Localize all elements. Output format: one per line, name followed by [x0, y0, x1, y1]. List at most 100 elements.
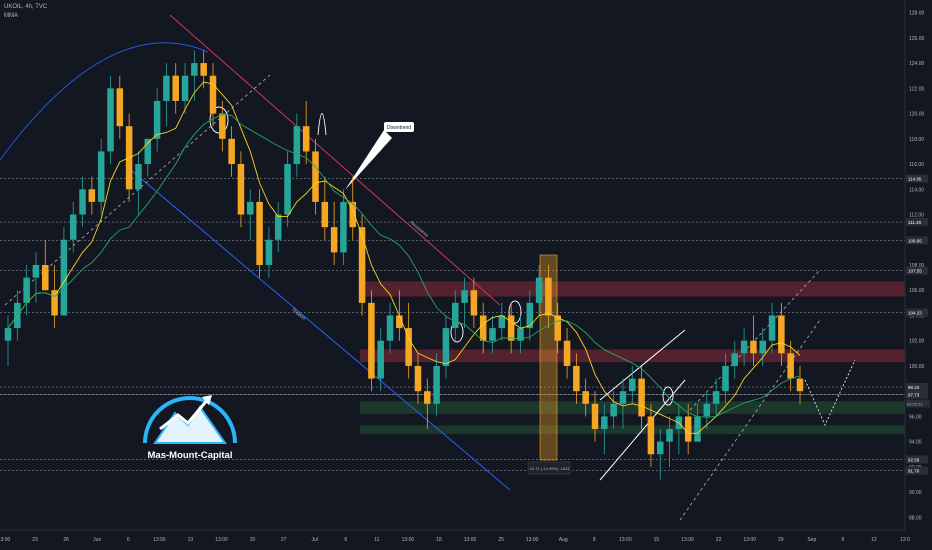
candle-body	[610, 403, 617, 417]
dashed-channel-lower	[679, 319, 821, 521]
candle-body	[42, 265, 49, 291]
candle-body	[535, 277, 543, 303]
candle-body	[97, 151, 105, 202]
brand-logo: Mas-Mount-Capital	[120, 385, 260, 465]
zone-support-lower	[360, 425, 905, 435]
price-level-label: 114.85	[908, 177, 922, 182]
x-tick-label: 29	[778, 537, 784, 543]
x-tick-label: 13:00	[464, 537, 477, 543]
callout-box	[384, 122, 414, 132]
candle-body	[116, 88, 124, 127]
x-tick-label: 13:00	[215, 537, 228, 543]
countdown-label: 02:20:31	[907, 402, 923, 407]
candle-body	[731, 353, 739, 366]
candle-body	[69, 214, 77, 240]
circle-marker-3	[508, 300, 522, 324]
x-tick-label: 20	[250, 537, 256, 543]
candle-body	[442, 328, 450, 366]
x-tick-label: 6	[127, 537, 130, 543]
time-axis: 13:00 23 26 Jun 6 13:00 13 13:00 20 27 Jul 6 11 13:00…	[0, 529, 910, 543]
candle-body	[209, 75, 217, 114]
candle-body	[563, 340, 571, 366]
price-level-tag	[906, 236, 928, 245]
x-tick-label: 11	[374, 537, 379, 543]
candle-body	[284, 164, 291, 215]
candle-body	[703, 403, 711, 417]
x-tick-label: 13:00	[153, 537, 166, 543]
y-tick-label: 126.00	[909, 36, 925, 42]
candle-body	[666, 429, 673, 442]
x-tick-label: 18	[436, 537, 442, 543]
support-text: Support	[291, 307, 307, 321]
candle-body	[200, 63, 207, 76]
mountain-arrow-logo-icon	[143, 395, 237, 444]
candle-body	[722, 365, 729, 392]
price-level-label: 104.23	[908, 311, 922, 316]
circle-marker-1	[209, 106, 229, 134]
candle-body	[759, 340, 766, 354]
callout-text: Downtrend	[387, 125, 411, 131]
price-level-tag	[906, 174, 928, 183]
candle-body	[740, 340, 748, 354]
x-tick-label: 6	[841, 537, 844, 543]
candle-body	[787, 353, 794, 379]
candle-body	[51, 290, 58, 316]
price-level-tag	[906, 218, 928, 227]
candle-body	[405, 328, 412, 366]
x-tick-label: 25	[498, 537, 504, 543]
candle-body	[796, 378, 804, 392]
x-tick-label: Jul	[311, 537, 317, 543]
x-tick-label: 6	[344, 537, 347, 543]
y-tick-label: 90.00	[909, 490, 922, 496]
x-tick-label: 26	[63, 537, 69, 543]
candle-body	[517, 328, 524, 341]
resistance-text: Resistance	[409, 220, 430, 238]
price-level-label: 98.33	[908, 385, 920, 390]
price-level-tag	[906, 308, 928, 317]
y-tick-label: 88.00	[909, 515, 922, 521]
y-tick-label: 122.00	[909, 86, 925, 92]
x-tick-label: 22	[716, 537, 722, 543]
y-tick-label: 102.00	[909, 339, 925, 345]
moving-averages	[7, 81, 801, 434]
candle-body	[60, 239, 68, 316]
price-level-tag	[906, 383, 928, 392]
candle-body	[554, 315, 562, 341]
logo-name: Mas-Mount-Capital	[147, 450, 233, 461]
range-label-box	[527, 461, 571, 475]
candle-body	[498, 315, 506, 329]
x-tick-label: Jun	[93, 537, 101, 543]
range-highlight	[539, 254, 558, 461]
candle-body	[479, 315, 487, 341]
y-tick-label: 114.00	[909, 187, 924, 193]
candle-body	[228, 138, 235, 165]
x-tick-label: 8	[593, 537, 596, 543]
price-axis: 128.00 126.00 124.00 122.00 120.00 118.00 116.…	[904, 0, 932, 550]
y-tick-label: 118.00	[909, 137, 924, 143]
candle-body	[358, 227, 366, 303]
candle-body	[582, 391, 589, 404]
candle-body	[433, 365, 440, 404]
zone-support-upper	[360, 401, 905, 414]
ma-fast	[7, 81, 801, 434]
price-level-tag	[906, 390, 928, 399]
channel-line-upper	[599, 329, 686, 401]
candle-body	[386, 315, 394, 341]
callout-pointer	[345, 130, 392, 190]
candle-body	[461, 290, 468, 303]
channel-line-lower	[599, 379, 686, 481]
range-label: -16.71 (-14.95%) -1631	[528, 466, 570, 471]
candle-body	[88, 189, 96, 202]
candle-body	[172, 75, 179, 101]
x-tick-label: 13:00	[402, 537, 415, 543]
candle-body	[638, 378, 645, 417]
y-tick-label: 106.00	[909, 288, 925, 294]
candle-body	[79, 189, 86, 215]
symbol-title: UKOIL, 4h, TVC	[4, 4, 48, 10]
price-level-tag	[906, 266, 928, 275]
candle-body	[647, 416, 655, 455]
candle-body	[293, 126, 301, 165]
drawings: -16.71 (-14.95%) -1631 Downtrend Resista…	[0, 14, 856, 521]
price-level-label: 91.70	[908, 469, 920, 474]
